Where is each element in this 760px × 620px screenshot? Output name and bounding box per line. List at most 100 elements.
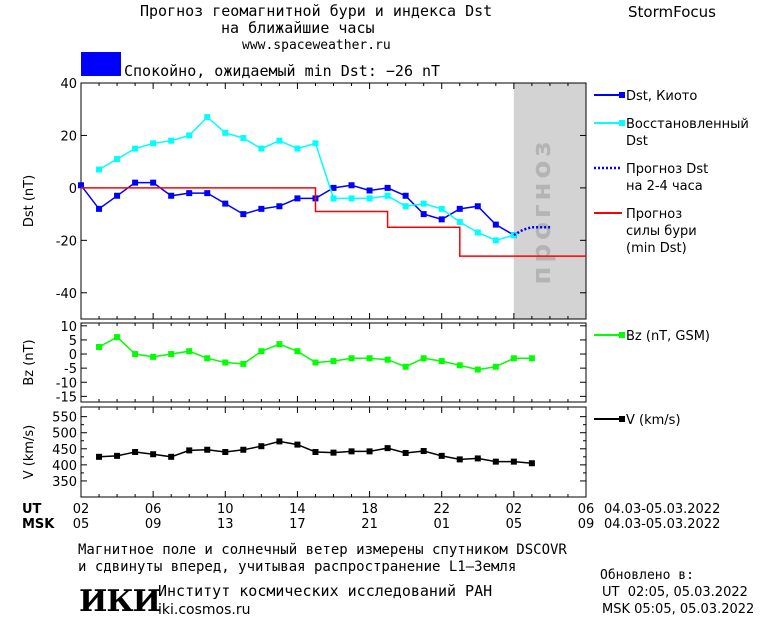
forecast-zone-label: прогноз	[527, 138, 557, 285]
data-point	[420, 211, 427, 218]
data-point	[456, 218, 463, 225]
series-line	[81, 187, 586, 257]
footer-note-line1: Магнитное поле и солнечный ветер измерен…	[78, 542, 567, 558]
updated-ut: UT 02:05, 05.03.2022	[602, 585, 748, 600]
legend-label: Bz (nT, GSM)	[626, 329, 710, 344]
data-point	[456, 456, 463, 463]
ut-tick-label: 14	[289, 502, 306, 517]
data-point	[204, 355, 211, 362]
data-point	[474, 229, 481, 236]
data-point	[222, 449, 229, 455]
data-point	[114, 192, 121, 199]
updated-msk: MSK 05:05, 05.03.2022	[602, 602, 755, 617]
y-tick-label: -5	[64, 362, 77, 377]
data-point	[276, 438, 283, 445]
y-tick-label: 350	[52, 475, 77, 490]
y-tick-label: 40	[60, 77, 77, 92]
data-point	[402, 192, 409, 199]
data-point	[222, 359, 229, 366]
y-tick-label: -15	[56, 390, 77, 405]
data-point	[186, 132, 193, 139]
data-point	[222, 200, 229, 207]
data-point	[186, 190, 193, 197]
y-tick-label: 500	[52, 427, 77, 442]
data-point	[330, 358, 337, 365]
data-point	[474, 203, 481, 210]
data-point	[492, 458, 499, 465]
data-point	[330, 449, 337, 456]
site-url[interactable]: www.spaceweather.ru	[242, 38, 391, 53]
data-point	[438, 358, 445, 365]
data-point	[348, 355, 355, 362]
y-axis-label: V (km/s)	[22, 425, 37, 480]
y-tick-label: -20	[56, 234, 77, 249]
data-point	[204, 190, 211, 197]
legend-label: на 2-4 часа	[626, 179, 703, 194]
legend-marker	[619, 92, 625, 98]
data-point	[384, 184, 391, 191]
data-point	[204, 114, 211, 121]
footer-note-line2: и сдвинуты вперед, учитывая распростране…	[78, 559, 517, 575]
institute-url[interactable]: iki.cosmos.ru	[158, 602, 251, 618]
status-text: Спокойно, ожидаемый min Dst: −26 nT	[124, 62, 441, 80]
data-point	[366, 355, 373, 362]
ut-tick-label: 10	[217, 502, 234, 517]
msk-tick-label: 21	[361, 517, 378, 532]
data-point	[96, 453, 103, 460]
data-point	[366, 187, 373, 194]
data-point	[528, 460, 535, 467]
data-point	[168, 351, 175, 358]
legend-label: Восстановленный	[626, 117, 749, 132]
data-point	[78, 182, 84, 189]
data-point	[312, 140, 319, 147]
data-point	[258, 145, 265, 152]
data-point	[330, 184, 337, 191]
forecast-zone	[513, 83, 586, 319]
msk-tick-label: 13	[217, 517, 234, 532]
data-point	[510, 458, 517, 465]
ut-tick-label: 06	[578, 502, 595, 517]
data-point	[492, 363, 499, 370]
data-point	[186, 348, 193, 355]
data-point	[222, 129, 229, 136]
data-point	[456, 362, 463, 369]
data-point	[132, 145, 139, 152]
data-point	[384, 356, 391, 363]
legend-marker	[619, 332, 625, 338]
data-point	[294, 195, 301, 202]
data-point	[168, 192, 175, 199]
data-point	[294, 348, 301, 355]
data-point	[474, 455, 481, 462]
ut-tick-label: 22	[433, 502, 450, 517]
ut-tick-label: 02	[506, 502, 523, 517]
brand-name: StormFocus	[628, 3, 716, 21]
data-point	[402, 449, 409, 456]
data-point	[258, 348, 265, 355]
data-point	[420, 355, 427, 362]
series-line	[513, 225, 552, 237]
y-tick-label: -10	[56, 376, 77, 391]
data-point	[384, 192, 391, 199]
page-title-line2: на ближайшие часы	[221, 19, 375, 37]
data-point	[420, 200, 427, 207]
data-point	[240, 360, 247, 367]
y-tick-label: 0	[69, 182, 77, 197]
y-tick-label: 5	[69, 334, 77, 349]
data-point	[348, 182, 355, 189]
data-point	[438, 205, 445, 212]
data-point	[510, 232, 517, 239]
data-point	[330, 195, 337, 202]
series-line	[98, 116, 515, 242]
data-point	[204, 446, 211, 453]
data-point	[276, 341, 283, 348]
status-swatch	[81, 52, 121, 76]
data-point	[132, 351, 139, 358]
data-point	[348, 448, 355, 455]
data-point	[150, 451, 157, 458]
y-tick-label: 20	[60, 129, 77, 144]
data-point	[366, 448, 373, 455]
data-point	[240, 135, 247, 142]
data-point	[114, 334, 121, 341]
y-tick-label: 0	[69, 348, 77, 363]
